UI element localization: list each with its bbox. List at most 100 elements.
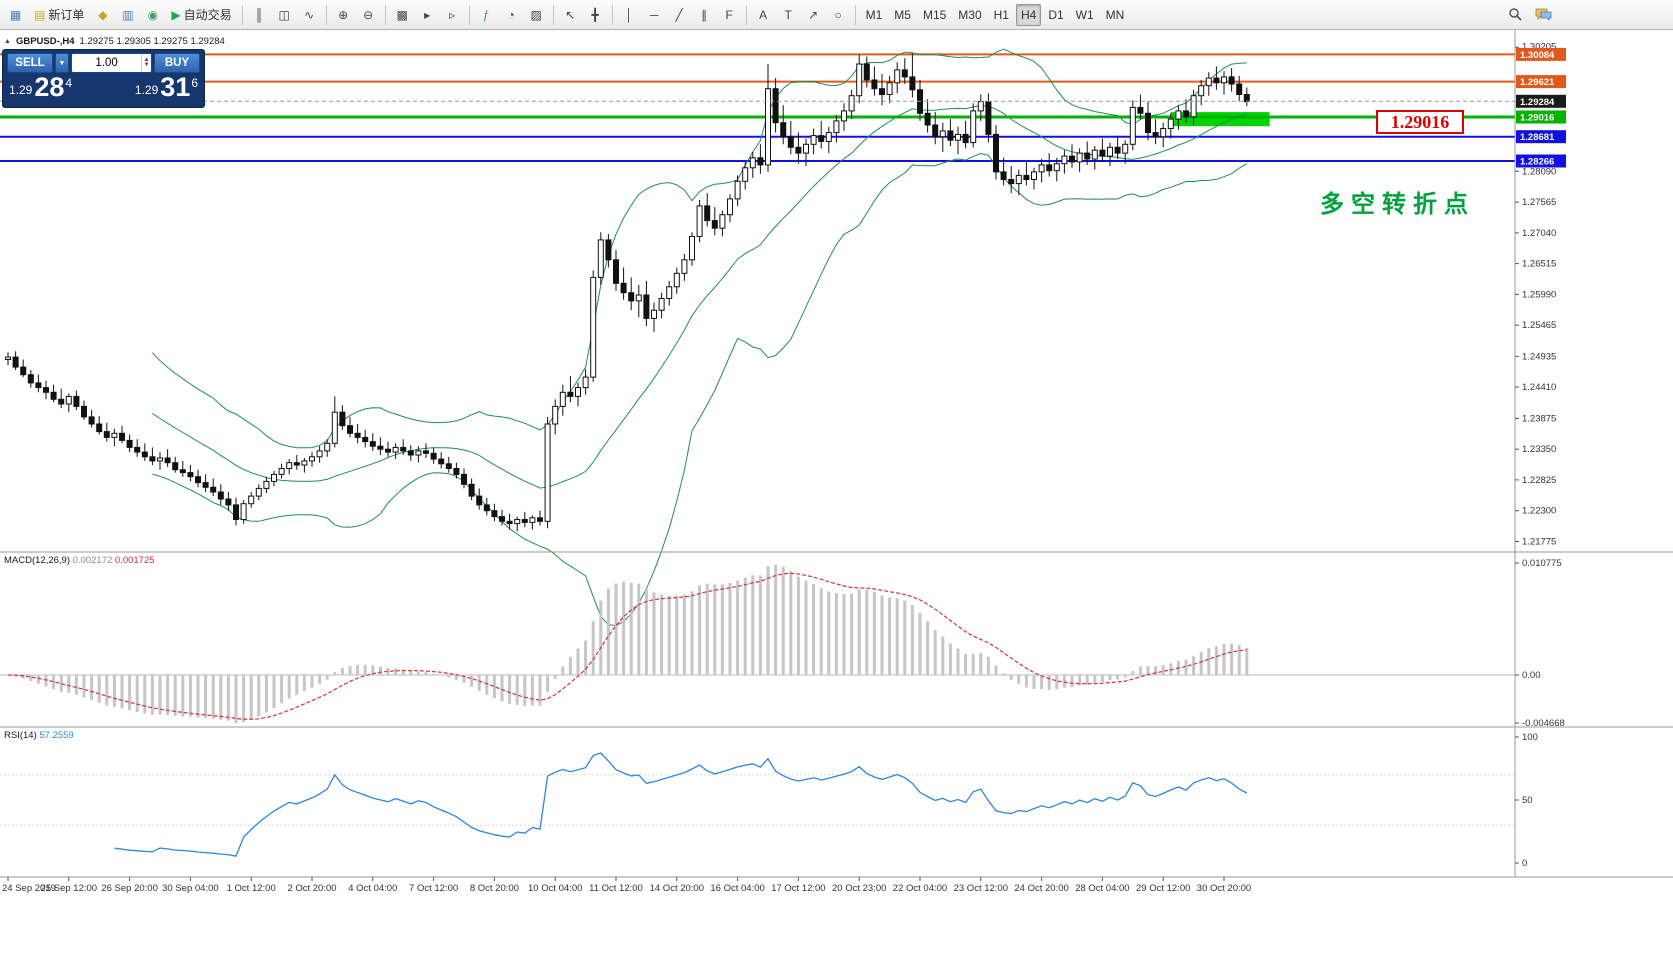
line-chart-button-glyph: ∿ [304, 7, 315, 22]
market-watch-button[interactable]: ▥ [116, 4, 139, 26]
svg-text:30 Oct 20:00: 30 Oct 20:00 [1197, 883, 1251, 894]
annotation-text[interactable]: 多空转折点 [1320, 191, 1475, 218]
timeframe-d1[interactable]: D1 [1043, 4, 1068, 26]
price-callout-box[interactable]: 1.29016 [1376, 110, 1464, 134]
svg-text:1.29016: 1.29016 [1520, 113, 1554, 124]
lot-size-input[interactable] [72, 54, 142, 72]
rsi-name: RSI(14) [4, 730, 37, 741]
svg-text:28 Oct 04:00: 28 Oct 04:00 [1075, 883, 1129, 894]
market-watch-button-glyph: ▥ [122, 7, 134, 22]
channel-tool-glyph: ∥ [701, 7, 708, 22]
autotrading-button[interactable]: ▶ 自动交易 [166, 4, 236, 26]
ask-price: 1.29 31 6 [135, 73, 198, 101]
timeframe-m30[interactable]: M30 [953, 4, 986, 26]
svg-text:1 Oct 12:00: 1 Oct 12:00 [227, 883, 276, 894]
timeframe-mn[interactable]: MN [1101, 4, 1130, 26]
bar-chart-button[interactable]: ║ [248, 4, 271, 26]
rsi-panel-area[interactable] [0, 727, 1515, 877]
svg-text:8 Oct 20:00: 8 Oct 20:00 [470, 883, 519, 894]
candlestick-chart-button-glyph: ◫ [278, 7, 290, 22]
arrows-tool[interactable]: ↗ [802, 4, 825, 26]
fibonacci-tool[interactable]: F [718, 4, 741, 26]
macd-indicator-label: MACD(12,26,9) 0.002172 0.001725 [4, 555, 155, 566]
toolbar-separator [854, 4, 856, 25]
price-scale[interactable]: 1.30205 1.28090 1.27565 1.27040 1.26515 1.259… [1515, 41, 1566, 869]
toolbar-separator [241, 4, 243, 25]
templates-button-glyph: ▨ [530, 7, 542, 22]
timeframe-m30-label: M30 [958, 7, 982, 22]
text-tool-glyph: A [759, 7, 768, 22]
templates-button[interactable]: ▨ [525, 4, 548, 26]
main-chart-area[interactable] [0, 30, 1515, 552]
lot-spinner-up-icon[interactable]: ▲ [143, 57, 150, 63]
svg-text:0.010775: 0.010775 [1522, 558, 1562, 569]
lot-spinner-down-icon[interactable]: ▼ [143, 62, 150, 68]
shapes-tool-glyph: ○ [834, 7, 842, 22]
time-axis-area[interactable] [0, 877, 1673, 900]
timeframe-h1[interactable]: H1 [989, 4, 1014, 26]
chart-shift-button[interactable]: ▹ [441, 4, 464, 26]
chat-icon[interactable] [1530, 4, 1557, 26]
buy-button[interactable]: BUY [154, 53, 200, 73]
shapes-tool[interactable]: ○ [827, 4, 850, 26]
svg-text:0: 0 [1522, 858, 1527, 869]
periods-button[interactable]: ◔ [500, 4, 523, 26]
indicators-button[interactable]: ƒ [475, 4, 498, 26]
svg-text:100: 100 [1522, 732, 1538, 743]
label-tool[interactable]: T [777, 4, 800, 26]
sell-button[interactable]: SELL [7, 53, 53, 73]
new-order-button[interactable]: ▤ 新订单 [29, 4, 89, 26]
toolbar-separator [552, 4, 554, 25]
vertical-line-tool[interactable]: │ [618, 4, 641, 26]
horizontal-line-tool[interactable]: ─ [643, 4, 666, 26]
svg-text:0.00: 0.00 [1522, 670, 1541, 681]
one-click-collapse-icon[interactable]: ▲ [4, 38, 11, 45]
new-chart-button[interactable]: ▦ [4, 4, 27, 26]
fibonacci-tool-glyph: F [725, 7, 733, 22]
chart-canvas[interactable]: 24 Sep 201925 Sep 12:0026 Sep 20:00 30 Se… [0, 30, 1673, 900]
bid-price-big-digits: 28 [34, 72, 65, 102]
trendline-tool[interactable]: ╱ [668, 4, 691, 26]
zoom-out-button-glyph: ⊖ [363, 7, 374, 22]
line-chart-button[interactable]: ∿ [298, 4, 321, 26]
svg-text:1.22825: 1.22825 [1522, 475, 1556, 486]
zoom-in-button[interactable]: ⊕ [332, 4, 355, 26]
svg-text:1.29621: 1.29621 [1520, 77, 1555, 88]
lot-spinner[interactable]: ▲ ▼ [141, 54, 151, 72]
crosshair-tool[interactable]: ╋ [584, 4, 607, 26]
timeframe-h4-label: H4 [1020, 7, 1037, 22]
timeframe-w1[interactable]: W1 [1071, 4, 1099, 26]
bar-chart-button-glyph: ║ [254, 7, 264, 22]
candlestick-chart-button[interactable]: ◫ [273, 4, 296, 26]
macd-name: MACD(12,26,9) [4, 555, 70, 566]
timeframe-m15[interactable]: M15 [918, 4, 951, 26]
timeframe-m5[interactable]: M5 [889, 4, 916, 26]
auto-scroll-button[interactable]: ▸ [416, 4, 439, 26]
timeframe-m1[interactable]: M1 [861, 4, 888, 26]
svg-text:1.22300: 1.22300 [1522, 506, 1556, 517]
indicators-button-glyph: ƒ [482, 7, 490, 22]
price-scale-area[interactable] [1515, 30, 1673, 877]
text-tool[interactable]: A [752, 4, 775, 26]
periods-button-glyph: ◔ [507, 7, 515, 22]
navigator-button[interactable]: ◉ [141, 4, 164, 26]
svg-text:1.23350: 1.23350 [1522, 444, 1556, 455]
macd-signal-line [7, 572, 1247, 720]
channel-tool[interactable]: ∥ [693, 4, 716, 26]
timeframe-h4[interactable]: H4 [1015, 3, 1042, 26]
zoom-out-button[interactable]: ⊖ [357, 4, 380, 26]
macd-panel-area[interactable] [0, 552, 1515, 727]
horizontal-line-tool-glyph: ─ [649, 7, 659, 22]
svg-text:1.28681: 1.28681 [1520, 132, 1555, 143]
metaeditor-button[interactable]: ◆ [91, 4, 114, 26]
timeframe-h1-label: H1 [993, 7, 1009, 22]
arrows-tool-glyph: ↗ [808, 7, 819, 22]
order-type-dropdown[interactable]: ▼ [55, 53, 69, 73]
search-icon[interactable] [1503, 4, 1528, 26]
price-tag: 1.29016 [1516, 110, 1566, 124]
cursor-tool[interactable]: ↖ [559, 4, 582, 26]
tile-windows-button[interactable]: ▩ [391, 4, 414, 26]
svg-text:17 Oct 12:00: 17 Oct 12:00 [771, 883, 825, 894]
svg-text:26 Sep 20:00: 26 Sep 20:00 [101, 883, 158, 894]
symbol-ohlc-label: ▲ GBPUSD-,H4 1.29275 1.29305 1.29275 1.2… [4, 36, 225, 47]
